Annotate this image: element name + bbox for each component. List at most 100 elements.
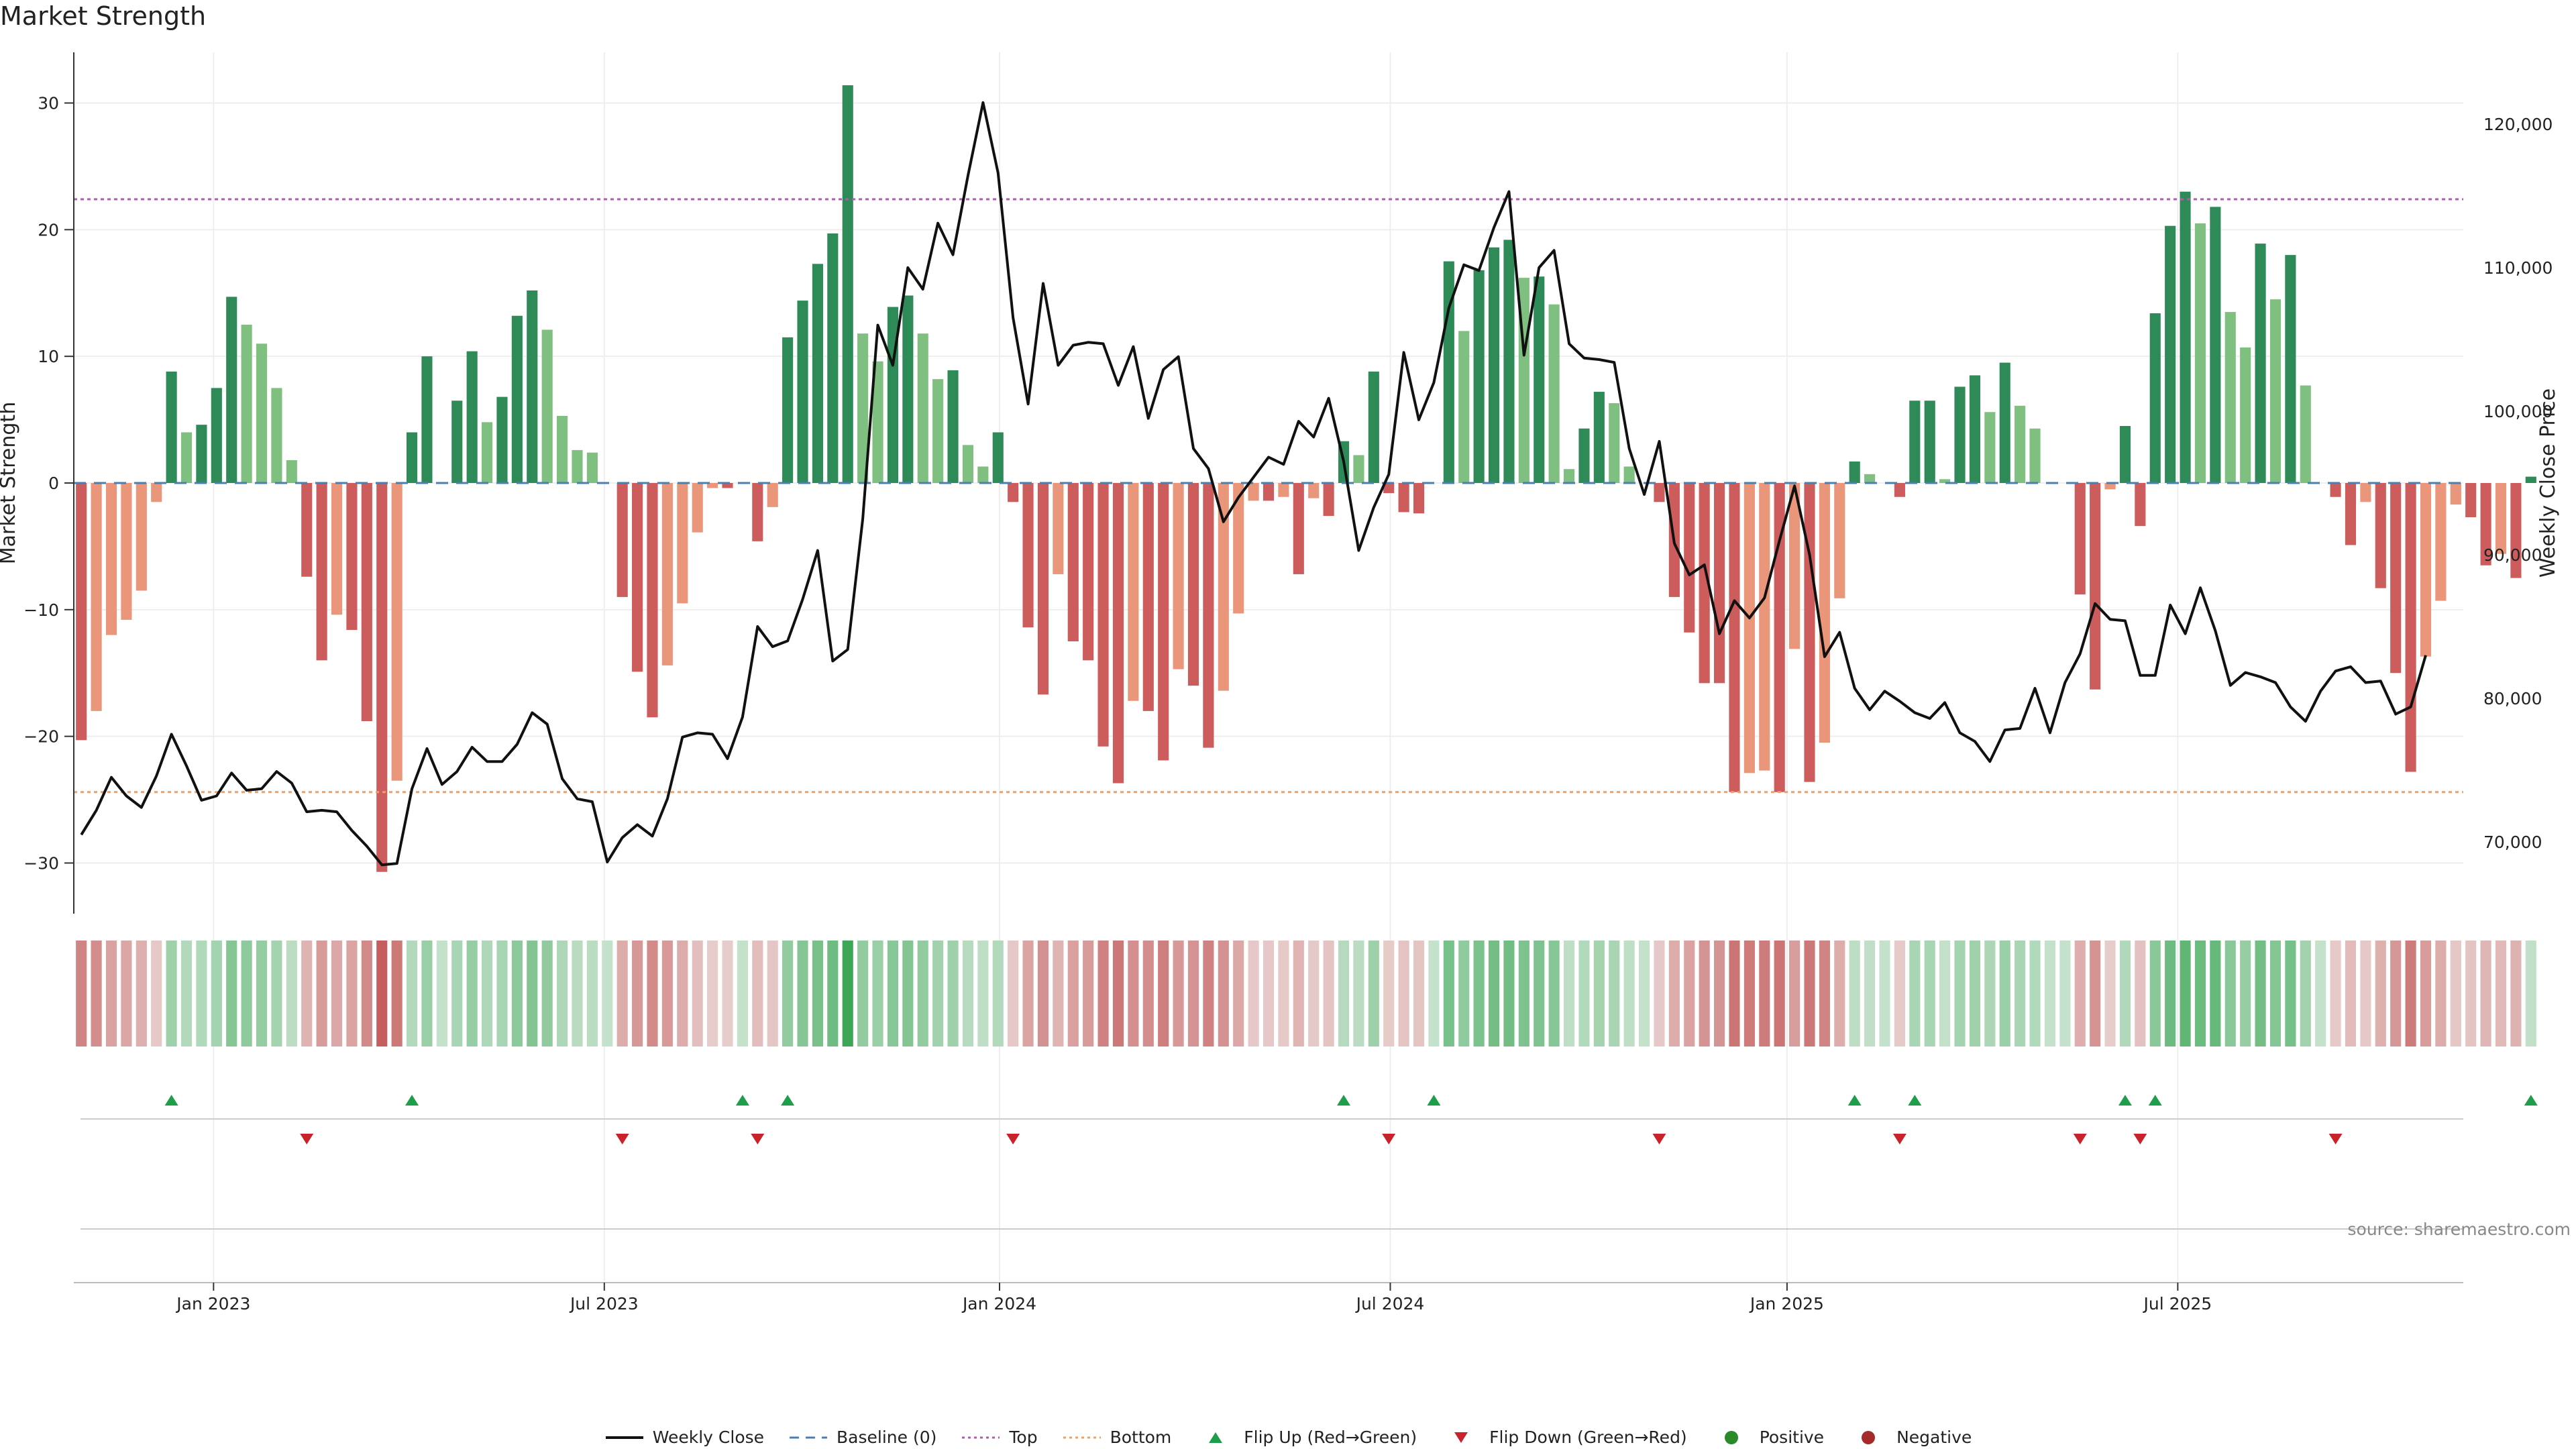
- strength-bar: [1759, 483, 1770, 771]
- heat-cell: [1158, 941, 1169, 1046]
- legend-item: Weekly Close: [604, 1428, 764, 1447]
- legend-item: Top: [961, 1428, 1038, 1447]
- heat-cell: [2375, 941, 2386, 1046]
- strength-bar: [196, 425, 207, 483]
- heat-cell: [2180, 941, 2191, 1046]
- price-tick-label: 100,000: [2483, 402, 2553, 421]
- legend-item: Positive: [1711, 1428, 1824, 1447]
- heat-cell: [1593, 941, 1605, 1046]
- heat-cell: [887, 941, 899, 1046]
- heat-cell: [2315, 941, 2326, 1046]
- heat-cell: [1999, 941, 2010, 1046]
- legend-item: Bottom: [1062, 1428, 1171, 1447]
- strength-bar: [1112, 483, 1124, 784]
- strength-bar: [977, 466, 989, 483]
- strength-bar: [1308, 483, 1320, 498]
- strength-bar: [661, 483, 673, 665]
- heat-cell: [2525, 941, 2536, 1046]
- heat-cell: [1067, 941, 1079, 1046]
- strength-bar: [1353, 455, 1364, 483]
- strength-bar: [1819, 483, 1830, 743]
- strength-bar: [872, 361, 883, 483]
- heat-cell: [541, 941, 553, 1046]
- strength-bar: [1458, 331, 1470, 483]
- heat-cell: [1173, 941, 1184, 1046]
- heat-cell: [902, 941, 914, 1046]
- strength-bar: [1969, 375, 1980, 483]
- heat-cell: [1849, 941, 1860, 1046]
- strength-bar: [2119, 426, 2131, 483]
- strength-bars: [76, 85, 2536, 872]
- strength-bar: [2224, 312, 2236, 483]
- heat-cell: [1293, 941, 1304, 1046]
- heat-cell: [1097, 941, 1109, 1046]
- strength-bar: [1743, 483, 1755, 773]
- strength-bar: [1789, 483, 1801, 649]
- heat-cell: [376, 941, 388, 1046]
- price-tick-label: 110,000: [2483, 258, 2553, 278]
- strength-bar: [1008, 483, 1019, 502]
- strength-bar: [1804, 483, 1815, 782]
- legend-swatch: [605, 1436, 643, 1439]
- flip-down-marker: [1652, 1134, 1666, 1144]
- heat-cell: [797, 941, 808, 1046]
- heat-cell: [1563, 941, 1575, 1046]
- legend-swatch: [790, 1436, 828, 1438]
- heat-cell: [1774, 941, 1785, 1046]
- strength-bar: [1563, 469, 1575, 483]
- legend-item: Flip Down (Green→Red): [1441, 1428, 1687, 1447]
- heat-cell: [1969, 941, 1980, 1046]
- legend-label: Baseline (0): [837, 1428, 937, 1447]
- strength-tick-label: −30: [23, 853, 59, 873]
- strength-bar: [857, 333, 869, 483]
- strength-bar: [1053, 483, 1064, 574]
- heat-cell: [2119, 941, 2131, 1046]
- strength-bar: [842, 85, 853, 483]
- heat-cell: [1383, 941, 1395, 1046]
- strength-bar: [616, 483, 628, 597]
- strength-bar: [2375, 483, 2386, 588]
- strength-bar: [482, 422, 493, 483]
- y2-axis-title: Weekly Close Price: [2536, 388, 2560, 578]
- flip-up-marker: [1337, 1095, 1351, 1106]
- heat-cell: [2285, 941, 2296, 1046]
- heat-cell: [2390, 941, 2402, 1046]
- strength-bar: [1248, 483, 1259, 501]
- strength-bar: [1774, 483, 1785, 792]
- legend-swatch: [1454, 1432, 1468, 1443]
- heat-cell: [1458, 941, 1470, 1046]
- strength-bar: [1849, 461, 1860, 483]
- strength-bar: [511, 315, 523, 483]
- heat-cell: [2300, 941, 2311, 1046]
- strength-bar: [2300, 385, 2311, 483]
- heat-cell: [2149, 941, 2161, 1046]
- legend: Weekly Close Baseline (0) Top Bottom Flip Up…: [0, 1428, 2576, 1447]
- page-title: Market Strength: [0, 1, 207, 31]
- strength-bar: [346, 483, 358, 631]
- strength-bar: [1233, 483, 1244, 614]
- strength-bar: [932, 379, 944, 483]
- heat-cell: [1743, 941, 1755, 1046]
- heat-cell: [180, 941, 193, 1046]
- heat-cell: [1804, 941, 1815, 1046]
- date-tick-label: Jul 2023: [569, 1294, 639, 1313]
- flip-up-marker: [405, 1095, 419, 1106]
- heat-cell: [1609, 941, 1620, 1046]
- heat-cell: [1083, 941, 1094, 1046]
- date-tick-label: Jan 2025: [1749, 1294, 1824, 1313]
- legend-item: Flip Up (Red→Green): [1195, 1428, 1417, 1447]
- strength-bar: [1593, 392, 1605, 483]
- heat-cell: [1263, 941, 1275, 1046]
- heat-cell: [136, 941, 147, 1046]
- strength-bar: [1534, 276, 1545, 483]
- flip-up-marker: [1427, 1095, 1441, 1106]
- strength-bar: [376, 483, 388, 872]
- heat-cell: [992, 941, 1004, 1046]
- strength-bar: [2135, 483, 2146, 527]
- flip-up-marker: [2148, 1095, 2162, 1106]
- strength-bar: [1097, 483, 1109, 747]
- heat-cell: [1954, 941, 1966, 1046]
- heat-cell: [1654, 941, 1665, 1046]
- heat-cell: [692, 941, 703, 1046]
- strength-bar: [1218, 483, 1229, 691]
